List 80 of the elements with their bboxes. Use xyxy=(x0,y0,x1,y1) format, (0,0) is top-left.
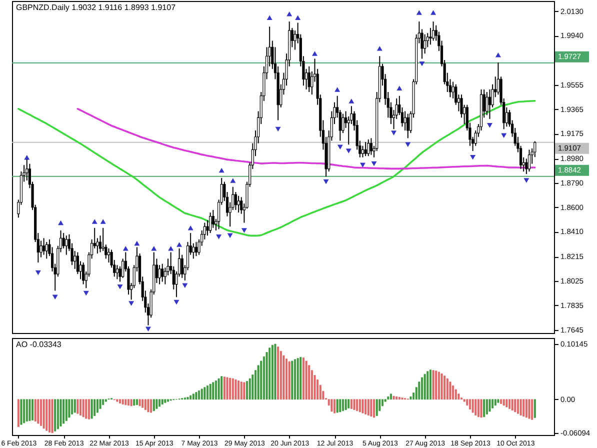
point xyxy=(35,270,41,276)
candlestick xyxy=(364,142,367,157)
point xyxy=(216,234,222,240)
candlestick xyxy=(404,110,406,131)
point xyxy=(117,284,123,290)
point xyxy=(128,301,134,306)
candlestick xyxy=(76,252,79,275)
candlestick xyxy=(161,263,164,282)
point xyxy=(334,87,340,92)
point xyxy=(176,242,182,247)
candlestick xyxy=(158,264,161,285)
candlestick xyxy=(192,242,195,260)
candlestick xyxy=(45,241,48,260)
point xyxy=(396,86,402,91)
point xyxy=(168,246,174,251)
candlestick xyxy=(308,66,310,93)
point xyxy=(145,326,151,332)
point xyxy=(295,15,301,20)
candlestick xyxy=(40,240,42,258)
line-series xyxy=(18,100,536,237)
point xyxy=(122,246,128,251)
chart-title: AO -0.03343 xyxy=(16,340,62,349)
candlestick xyxy=(488,88,492,120)
point xyxy=(286,11,292,16)
candlestick xyxy=(429,27,432,46)
point xyxy=(430,10,436,15)
candlestick xyxy=(42,238,46,256)
point xyxy=(188,226,194,230)
point xyxy=(100,219,106,224)
point xyxy=(419,61,425,66)
candlestick xyxy=(194,241,198,257)
candlestick xyxy=(432,21,435,42)
point xyxy=(376,46,382,51)
point xyxy=(416,10,422,15)
candlestick xyxy=(209,212,212,234)
candlestick xyxy=(528,149,531,172)
point xyxy=(524,178,530,183)
point xyxy=(486,122,492,128)
point xyxy=(218,168,224,173)
point xyxy=(391,130,397,136)
candlestick xyxy=(342,113,344,134)
point xyxy=(371,161,377,166)
line-series xyxy=(76,108,536,170)
candlestick xyxy=(367,138,370,157)
point xyxy=(337,144,343,150)
candlestick xyxy=(452,81,454,99)
point xyxy=(241,228,247,233)
candlestick xyxy=(65,235,68,256)
point xyxy=(24,155,30,160)
point xyxy=(266,15,272,20)
point xyxy=(134,240,140,246)
point xyxy=(323,179,329,184)
point xyxy=(348,98,354,104)
point xyxy=(275,126,281,132)
point xyxy=(58,220,64,226)
point xyxy=(174,300,180,305)
candlestick xyxy=(237,195,240,214)
point xyxy=(346,148,352,154)
point xyxy=(495,52,501,58)
candlestick xyxy=(486,92,488,116)
point xyxy=(83,290,89,296)
point xyxy=(92,219,98,224)
candlestick xyxy=(206,220,209,236)
point xyxy=(470,155,476,160)
point xyxy=(360,162,366,168)
point xyxy=(230,178,236,183)
candlestick xyxy=(234,191,238,210)
point xyxy=(405,142,411,147)
candlestick xyxy=(406,113,410,139)
point xyxy=(312,51,318,56)
point xyxy=(501,133,507,138)
point xyxy=(151,246,157,251)
candlestick xyxy=(82,262,85,285)
point xyxy=(227,233,233,238)
point xyxy=(182,283,188,288)
candlestick xyxy=(107,248,110,263)
point xyxy=(52,294,58,300)
candlestick xyxy=(424,34,426,54)
chart-title: GBPNZD.Daily 1.9032 1.9116 1.8993 1.9107 xyxy=(16,3,176,12)
candlestick xyxy=(370,138,372,156)
